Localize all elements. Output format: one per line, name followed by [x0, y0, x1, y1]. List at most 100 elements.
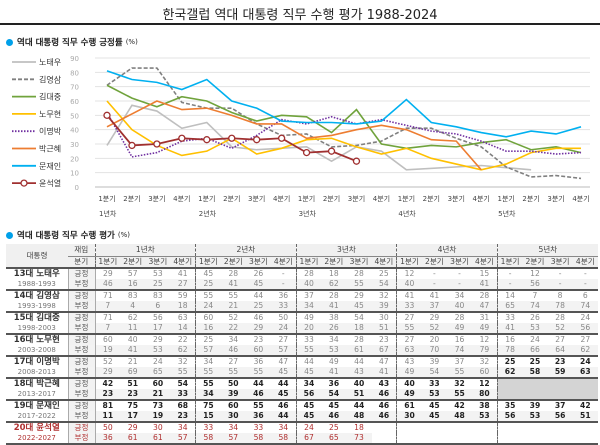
rating-cell: 36 — [245, 411, 271, 423]
rating-cell: 49 — [472, 323, 498, 335]
rating-cell: 38 — [479, 401, 490, 410]
data-point — [277, 134, 286, 142]
rating-cell: 46 — [278, 401, 289, 410]
y-tick-label: 70 — [70, 84, 79, 92]
rating-cell: 58 — [522, 367, 548, 379]
rating-type: 부정 — [67, 367, 96, 379]
rating-cell: 59 — [547, 367, 573, 379]
rating-cell: 71 — [94, 290, 121, 301]
x-group-label: 3년차 — [299, 209, 317, 218]
rating-cell: 74 — [522, 301, 548, 313]
rating-cell: 24 — [195, 301, 221, 313]
rating-cell: 27 — [555, 335, 565, 344]
y-tick-label: 90 — [70, 55, 79, 63]
rating-cell: 38 — [329, 313, 339, 322]
rating-cell: 41 — [120, 345, 146, 357]
rating-cell: 39 — [371, 301, 397, 313]
rating-cell: 60 — [245, 345, 271, 357]
rating-cell: 78 — [496, 345, 523, 357]
rating-cell: 48 — [346, 411, 372, 423]
rating-cell: 52 — [547, 323, 573, 335]
table-row: 1993-1998 부정 7 4 6 18 24 21 25 33 34 41 45 39 33 37 40 47… — [6, 301, 598, 313]
rating-cell: 44 — [270, 411, 297, 423]
rating-cell — [396, 422, 422, 433]
rating-cell: 28 — [295, 268, 322, 279]
rating-cell: 16 — [120, 279, 146, 291]
rating-cell: 42 — [580, 401, 591, 410]
y-tick-label: 40 — [70, 127, 79, 135]
header-quarter-cell: 4분기 — [371, 256, 397, 269]
header-quarter-cell: 2분기 — [321, 256, 347, 269]
rating-cell — [522, 389, 548, 401]
rating-cell: - — [281, 269, 285, 278]
rating-cell: 34 — [329, 335, 339, 344]
rating-cell — [547, 389, 573, 401]
rating-cell: 29 — [429, 313, 440, 322]
rating-cell: 62 — [321, 279, 347, 291]
rating-cell: 51 — [371, 323, 397, 335]
rating-cell: 22 — [177, 335, 188, 344]
x-tick-label: 2분기 — [123, 194, 140, 203]
series-line-2 — [106, 84, 582, 154]
rating-cell: - — [547, 279, 573, 291]
rating-cell: 27 — [170, 279, 196, 291]
x-tick-label: 3분기 — [448, 194, 465, 203]
x-tick-label: 1분기 — [98, 194, 115, 203]
legend-label: 김대중 — [39, 92, 61, 102]
table-row: 1988-1993 부정 46 16 25 27 25 41 45-40 62 55 54 40- -41… — [6, 279, 598, 291]
rating-cell: 55 — [195, 290, 221, 301]
rating-cell: 64 — [547, 345, 573, 357]
header-quarter-cell: 3분기 — [245, 256, 271, 269]
rating-cell: 50 — [227, 379, 239, 388]
rating-cell: 67 — [295, 433, 322, 445]
rating-cell: 49 — [396, 367, 422, 379]
rating-cell: 30 — [153, 423, 163, 432]
rating-cell: 42 — [454, 401, 465, 410]
rating-cell: 46 — [220, 345, 246, 357]
rating-cell — [421, 433, 447, 445]
rating-cell: 44 — [253, 379, 264, 388]
header-year: 4년차 — [396, 244, 498, 257]
table-row: 1998-2003 부정 7 11 17 14 16 22 29 24 20 26 18 51 55 52 49… — [6, 323, 598, 335]
y-tick-label: 0 — [75, 184, 79, 192]
rating-cell: 34 — [295, 301, 322, 313]
rating-cell: 16 — [195, 323, 221, 335]
rating-cell: 15 — [195, 411, 221, 423]
data-point — [128, 141, 136, 150]
rating-cell: 25 — [379, 269, 389, 278]
rating-cell: 24 — [580, 357, 591, 366]
table-row: 2003-2008 부정 19 41 53 62 57 46 60 57 55 53 61 67 63 70 7… — [6, 345, 598, 357]
table-row: 2017-2022 부정 11 17 19 23 15 30 36 44 45 46 48 46 30 45 4… — [6, 411, 598, 423]
rating-type: 부정 — [67, 389, 96, 401]
rating-cell: 45 — [328, 401, 340, 410]
president-term: 1988-1993 — [6, 279, 68, 291]
x-tick-label: 1분기 — [198, 194, 215, 203]
rating-cell: 4 — [120, 301, 146, 313]
rating-cell: 46 — [371, 411, 397, 423]
rating-cell: 7 — [94, 301, 121, 313]
rating-cell: 68 — [177, 401, 189, 410]
rating-cell: 62 — [170, 345, 196, 357]
header-quarter-cell: 1분기 — [396, 256, 422, 269]
rating-cell: 29 — [153, 335, 163, 344]
rating-cell: - — [583, 269, 587, 278]
rating-cell: 33 — [170, 389, 196, 401]
rating-cell: 28 — [329, 291, 339, 300]
rating-cell: 40 — [396, 279, 422, 291]
rating-cell: 41 — [396, 290, 422, 301]
legend-marker — [20, 179, 28, 187]
rating-type: 부정 — [67, 301, 96, 313]
x-tick-label: 2분기 — [522, 194, 539, 203]
rating-cell: 30 — [396, 411, 422, 423]
rating-cell — [472, 433, 498, 445]
header-year: 1년차 — [94, 244, 196, 257]
rating-cell — [522, 378, 548, 389]
x-tick-label: 2분기 — [323, 194, 340, 203]
header-quarter-cell: 3분기 — [346, 256, 372, 269]
rating-cell: 47 — [472, 301, 498, 313]
rating-type: 긍정 — [67, 290, 96, 301]
data-point — [352, 157, 361, 165]
rating-cell: 54 — [371, 279, 397, 291]
rating-cell: 43 — [346, 367, 372, 379]
data-point — [153, 140, 161, 148]
